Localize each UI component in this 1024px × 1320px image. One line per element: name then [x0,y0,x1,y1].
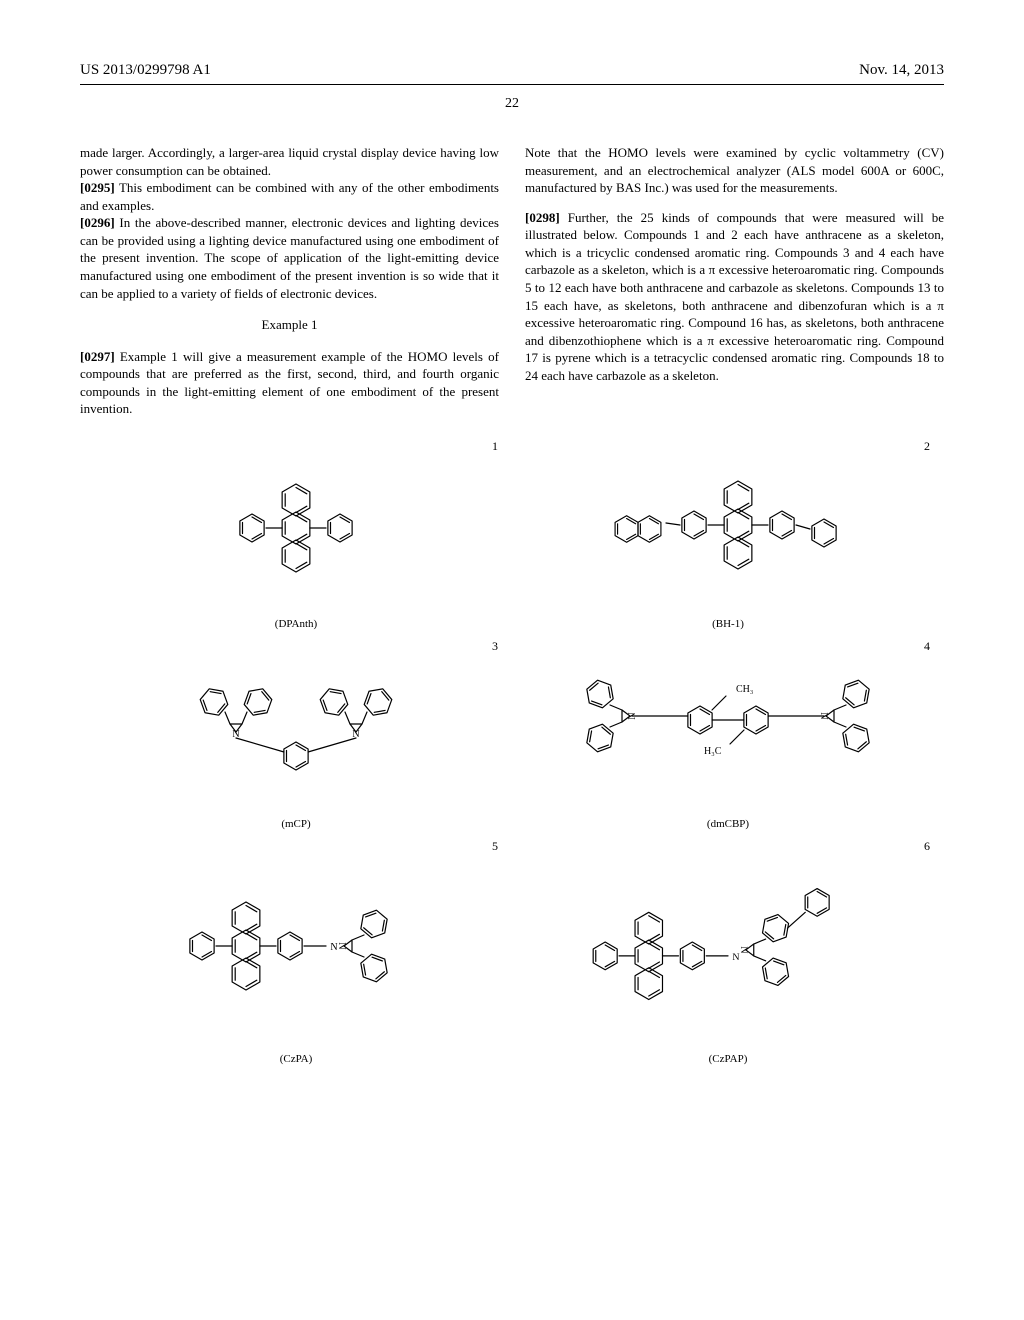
para-0296-num: [0296] [80,215,115,230]
doc-number: US 2013/0299798 A1 [80,60,211,80]
para-0295-num: [0295] [80,180,115,195]
compound-number-4: 4 [924,638,930,654]
compound-4: 4 CH₃ [512,636,944,836]
compound-2: 2 (BH-1) [512,436,944,636]
compound-number-1: 1 [492,438,498,454]
compound-label-2: (BH-1) [712,617,744,632]
para-0295-text: This embodiment can be combined with any… [80,180,499,213]
page-header: US 2013/0299798 A1 Nov. 14, 2013 [80,60,944,85]
compound-label-5: (CzPA) [280,1052,313,1067]
structure-dpanth [88,446,504,611]
compound-number-2: 2 [924,438,930,454]
compound-number-3: 3 [492,638,498,654]
para-0298-num: [0298] [525,210,560,225]
structure-czpap: N [520,846,936,1046]
ch3-top: CH₃ [736,684,753,695]
para-0297-text: Example 1 will give a measurement exampl… [80,349,499,417]
compound-label-6: (CzPAP) [709,1052,748,1067]
example-heading: Example 1 [80,316,499,334]
left-column: made larger. Accordingly, a larger-area … [80,144,499,418]
compound-5: 5 N (CzPA) [80,836,512,1071]
compound-label-3: (mCP) [281,817,310,832]
ch3-bot: H₃C [704,746,722,757]
compound-number-5: 5 [492,838,498,854]
structure-dmcbp: CH₃ H₃C [520,646,936,811]
para-0298-text: Further, the 25 kinds of compounds that … [525,210,944,383]
structure-bh1 [520,446,936,611]
page-number: 22 [80,95,944,114]
compound-6: 6 N (CzPAP) [512,836,944,1071]
doc-date: Nov. 14, 2013 [859,60,944,80]
right-column: Note that the HOMO levels were examined … [525,144,944,418]
structure-czpa: N [88,846,504,1046]
para-0297-num: [0297] [80,349,115,364]
compound-grid: 1 (DPAnth) 2 [80,436,944,1071]
compound-number-6: 6 [924,838,930,854]
text-columns: made larger. Accordingly, a larger-area … [80,144,944,418]
compound-1: 1 (DPAnth) [80,436,512,636]
compound-3: 3 (mCP) [80,636,512,836]
compound-label-1: (DPAnth) [275,617,317,632]
lead-text: made larger. Accordingly, a larger-area … [80,145,499,178]
compound-label-4: (dmCBP) [707,817,749,832]
para-0296-text: In the above-described manner, electroni… [80,215,499,300]
structure-mcp [88,646,504,811]
right-lead-text: Note that the HOMO levels were examined … [525,145,944,195]
